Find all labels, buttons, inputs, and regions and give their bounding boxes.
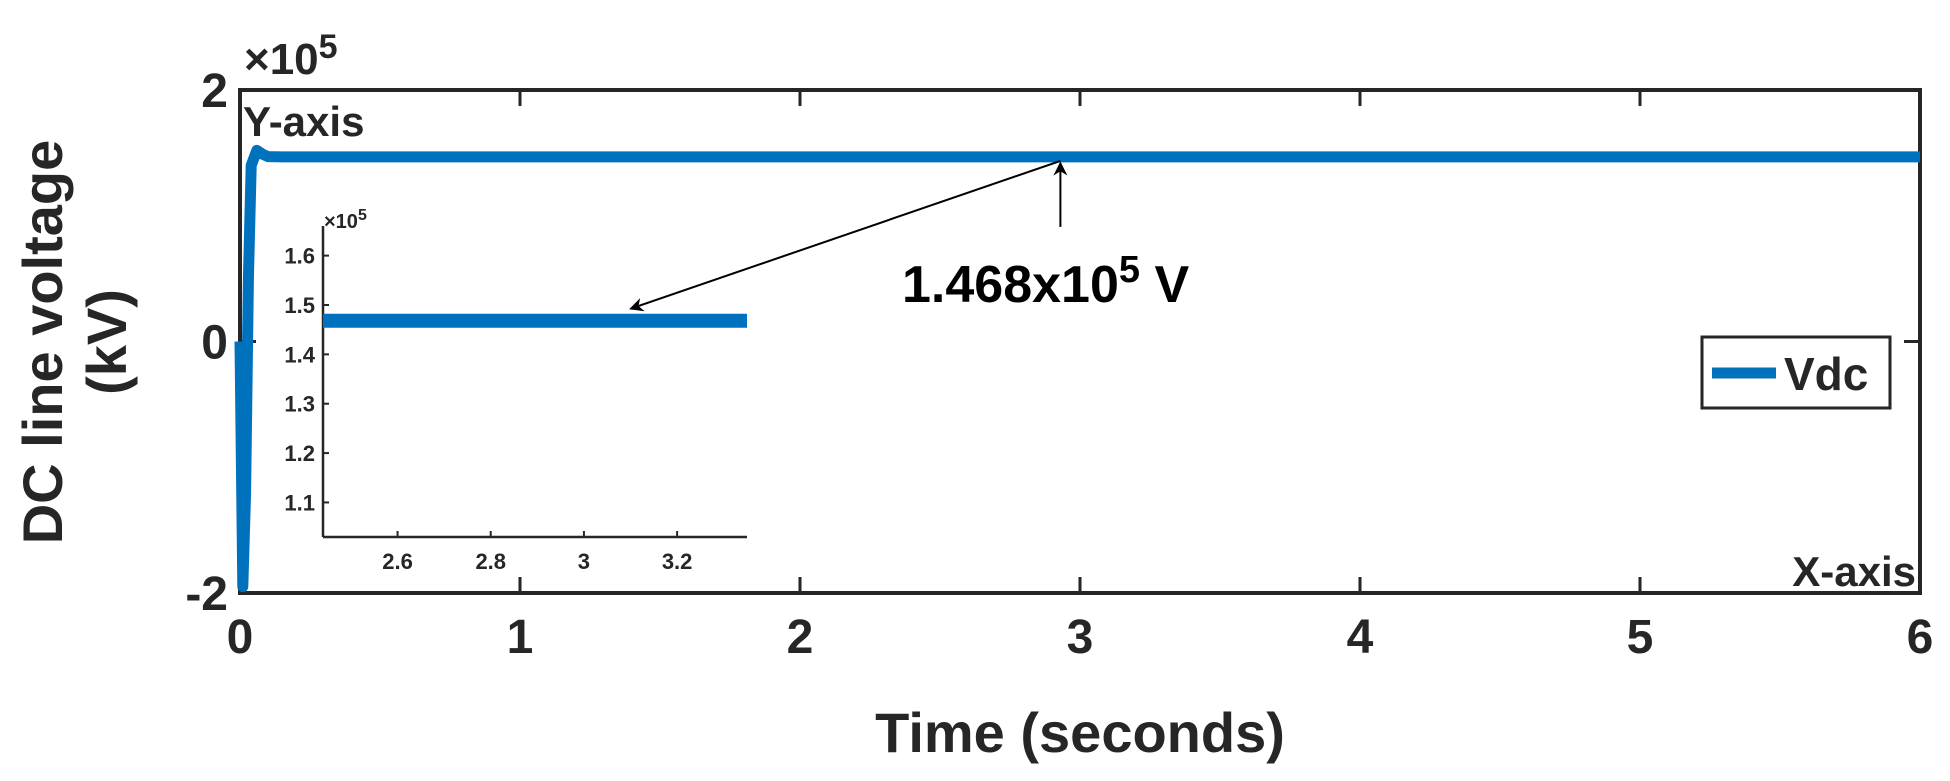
inset-tick-labels: 2.6 2.8 3 3.2 1.1 1.2 1.3 1.4 1.5 1.6 bbox=[284, 244, 692, 574]
inset-x-tick-label: 3 bbox=[578, 549, 590, 574]
inset-y-tick-label: 1.4 bbox=[284, 342, 315, 367]
inset-y-exponent-base: ×10 bbox=[324, 211, 358, 233]
inset-y-tick-label: 1.2 bbox=[284, 441, 315, 466]
inset-y-exponent-power: 5 bbox=[358, 207, 367, 224]
legend: Vdc bbox=[1700, 335, 1892, 410]
annotation-arrow-to-inset bbox=[629, 159, 1061, 312]
main-y-tick-label: -2 bbox=[185, 568, 228, 621]
main-y-tick-label: 0 bbox=[201, 317, 228, 370]
annotation-label-power: 5 bbox=[1119, 249, 1140, 291]
inset-y-tick-label: 1.1 bbox=[284, 490, 315, 515]
inset-y-tick-label: 1.3 bbox=[284, 392, 315, 417]
annotation-label: 1.468x105 V bbox=[902, 249, 1189, 314]
y-exponent-label: ×105 bbox=[244, 28, 338, 84]
x-axis-title: Time (seconds) bbox=[875, 701, 1285, 764]
main-x-tick-label: 5 bbox=[1627, 611, 1654, 664]
main-x-tick-label: 1 bbox=[507, 611, 534, 664]
inset-x-tick-label: 2.8 bbox=[475, 549, 506, 574]
main-x-tick-label: 2 bbox=[787, 611, 814, 664]
main-x-tick-label: 6 bbox=[1907, 611, 1934, 664]
main-y-tick-label: 2 bbox=[201, 65, 228, 118]
legend-label-vdc: Vdc bbox=[1784, 348, 1868, 400]
inset-plot-area bbox=[323, 226, 747, 537]
inset-y-exponent-label: ×105 bbox=[324, 207, 367, 233]
annotation-label-unit: V bbox=[1140, 256, 1189, 314]
inset-axis-ticks bbox=[323, 254, 679, 537]
y-exponent-power: 5 bbox=[319, 28, 338, 66]
main-tick-labels: 0 1 2 3 4 5 6-202 bbox=[185, 65, 1933, 664]
main-x-tick-label: 4 bbox=[1347, 611, 1374, 664]
inset-y-tick-label: 1.5 bbox=[284, 293, 315, 318]
inset-y-tick-label: 1.6 bbox=[284, 244, 315, 269]
y-exponent-base: ×10 bbox=[244, 35, 319, 84]
x-axis-corner-label: X-axis bbox=[1792, 548, 1916, 595]
y-axis-title-line1: DC line voltage bbox=[11, 140, 74, 545]
series-line-vdc bbox=[234, 144, 1920, 593]
main-x-tick-label: 3 bbox=[1067, 611, 1094, 664]
y-axis-corner-label: Y-axis bbox=[243, 98, 364, 145]
annotation-label-main: 1.468x10 bbox=[902, 256, 1119, 314]
inset-x-tick-label: 2.6 bbox=[382, 549, 413, 574]
main-x-tick-label: 0 bbox=[227, 611, 254, 664]
y-axis-title-line2: (kV) bbox=[75, 289, 138, 395]
inset-x-tick-label: 3.2 bbox=[662, 549, 693, 574]
inset-chart: 2.6 2.8 3 3.2 1.1 1.2 1.3 1.4 1.5 1.6 ×105 bbox=[284, 207, 747, 574]
